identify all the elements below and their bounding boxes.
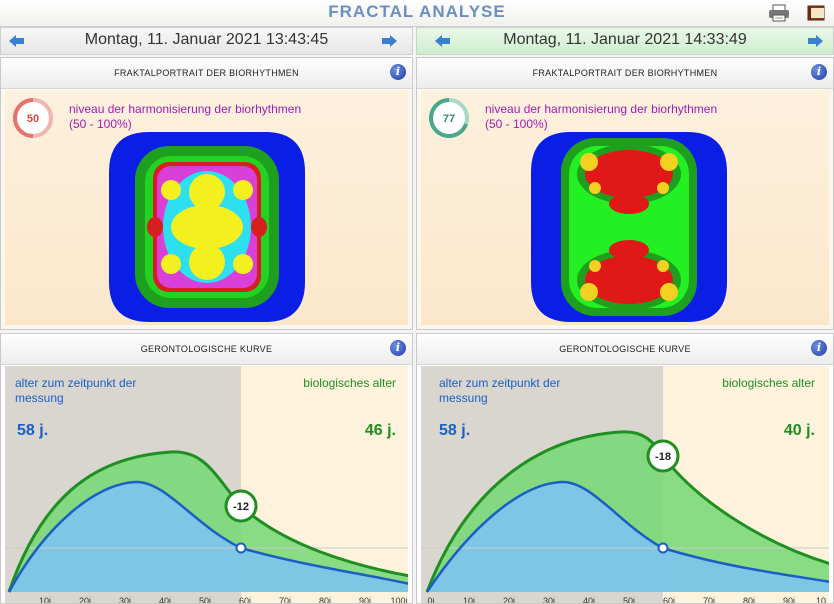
arrow-left-icon[interactable] (435, 34, 451, 48)
score-value: 77 (443, 113, 455, 125)
tick-label: 70j (279, 596, 291, 603)
age-label: alter zum zeitpunkt der messung (439, 376, 561, 405)
age-label: alter zum zeitpunkt der messung (15, 376, 137, 405)
age-diff: -12 (233, 501, 249, 513)
tick-label: 0j (427, 596, 434, 603)
score-value: 50 (27, 113, 39, 125)
curve-area: -18 0j 10j 20j 30j 40j 50j 60j 70j 80j 9… (421, 366, 829, 603)
fractal-image (109, 132, 305, 322)
bio-label: biologisches alter (722, 376, 815, 390)
x-axis-ticks: 10j 20j 30j 40j 50j 60j 70j 80j 90j 100j (39, 596, 408, 603)
tick-label: 20j (503, 596, 515, 603)
age-value: 58 j. (17, 422, 49, 439)
tick-label: 10j (463, 596, 475, 603)
date-bar-left: Montag, 11. Januar 2021 13:43:45 (0, 27, 413, 55)
tick-label: 10 (816, 596, 826, 603)
panel-header: FRAKTALPORTRAIT DER BIORHYTHMEN i (417, 58, 833, 89)
score-badge: 77 (429, 98, 469, 138)
gerontology-chart: -12 10j 20j 30j 40j 50j 60j 70j 80j 90j … (5, 366, 408, 603)
tick-label: 70j (703, 596, 715, 603)
score-badge: 50 (13, 98, 53, 138)
tick-label: 40j (583, 596, 595, 603)
tick-label: 10j (39, 596, 51, 603)
date-bar-right: Montag, 11. Januar 2021 14:33:49 (416, 27, 834, 55)
level-label: niveau der harmonisierung der biorhythme… (69, 102, 302, 116)
tick-label: 60j (663, 596, 675, 603)
bio-value: 40 j. (783, 422, 815, 439)
panel-header: GERONTOLOGISCHE KURVE i (1, 334, 412, 365)
tick-label: 40j (159, 596, 171, 603)
tick-label: 80j (319, 596, 331, 603)
info-icon[interactable]: i (390, 340, 406, 356)
panel-title: GERONTOLOGISCHE KURVE (140, 344, 273, 354)
info-icon[interactable]: i (811, 64, 827, 80)
tick-label: 50j (623, 596, 635, 603)
level-range: (50 - 100%) (69, 117, 132, 131)
age-value: 58 j. (439, 422, 471, 439)
panel-header: GERONTOLOGISCHE KURVE i (417, 334, 833, 365)
tick-label: 80j (743, 596, 755, 603)
panel-title: FRAKTALPORTRAIT DER BIORHYTHMEN (114, 68, 299, 78)
fractal-image (531, 132, 727, 322)
age-diff: -18 (655, 451, 671, 463)
print-icon[interactable] (768, 3, 790, 23)
level-label: niveau der harmonisierung der biorhythme… (485, 102, 718, 116)
arrow-left-icon[interactable] (9, 34, 25, 48)
tick-label: 30j (119, 596, 131, 603)
bio-label: biologisches alter (303, 376, 396, 390)
fractal-panel-right: FRAKTALPORTRAIT DER BIORHYTHMEN i 77 niv… (416, 57, 834, 330)
x-axis-ticks: 0j 10j 20j 30j 40j 50j 60j 70j 80j 90j 1… (427, 596, 826, 603)
info-icon[interactable]: i (390, 64, 406, 80)
bio-value: 46 j. (364, 422, 396, 439)
fractal-area: 50 niveau der harmonisierung der biorhyt… (5, 90, 408, 325)
tick-label: 100j (390, 596, 407, 603)
fractal-panel-left: FRAKTALPORTRAIT DER BIORHYTHMEN i 50 niv… (0, 57, 413, 330)
tick-label: 90j (783, 596, 795, 603)
book-icon[interactable] (806, 3, 828, 23)
panel-title: GERONTOLOGISCHE KURVE (559, 344, 691, 354)
gerontology-chart: -18 0j 10j 20j 30j 40j 50j 60j 70j 80j 9… (421, 366, 829, 603)
level-range: (50 - 100%) (485, 117, 548, 131)
panel-title: FRAKTALPORTRAIT DER BIORHYTHMEN (532, 68, 718, 78)
level-text: niveau der harmonisierung der biorhythme… (485, 102, 717, 132)
tick-label: 20j (79, 596, 91, 603)
date-right: Montag, 11. Januar 2021 14:33:49 (503, 31, 747, 48)
tick-label: 90j (359, 596, 371, 603)
tick-label: 30j (543, 596, 555, 603)
panel-header: FRAKTALPORTRAIT DER BIORHYTHMEN i (1, 58, 412, 89)
date-left: Montag, 11. Januar 2021 13:43:45 (84, 31, 329, 48)
curve-area: -12 10j 20j 30j 40j 50j 60j 70j 80j 90j … (5, 366, 408, 603)
level-text: niveau der harmonisierung der biorhythme… (69, 102, 301, 132)
tick-label: 60j (239, 596, 251, 603)
title-bar: FRACTAL ANALYSE (0, 0, 834, 27)
fractal-area: 77 niveau der harmonisierung der biorhyt… (421, 90, 829, 325)
curve-panel-right: GERONTOLOGISCHE KURVE i -18 0j 10j 20j 3… (416, 333, 834, 604)
info-icon[interactable]: i (811, 340, 827, 356)
app-title: FRACTAL ANALYSE (328, 2, 506, 21)
arrow-right-icon[interactable] (807, 34, 823, 48)
arrow-right-icon[interactable] (381, 34, 397, 48)
curve-panel-left: GERONTOLOGISCHE KURVE i -12 10j 20j 30j … (0, 333, 413, 604)
tick-label: 50j (199, 596, 211, 603)
